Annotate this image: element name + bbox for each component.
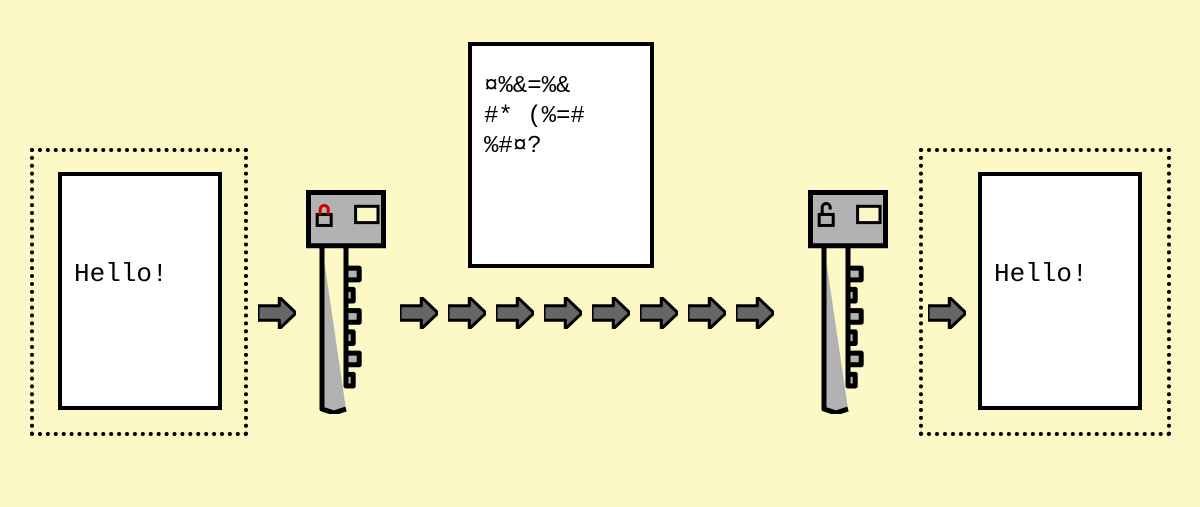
plaintext-right-text: Hello! bbox=[994, 258, 1126, 291]
stream-arrow-4 bbox=[592, 297, 630, 334]
plaintext-document-left: Hello! bbox=[58, 172, 222, 410]
decrypt-key-icon bbox=[808, 190, 888, 419]
stream-arrow-3 bbox=[544, 297, 582, 334]
ciphertext-text: ¤%&=%& #* (%=# %#¤? bbox=[484, 72, 638, 162]
stream-arrow-7 bbox=[736, 297, 774, 334]
plaintext-left-text: Hello! bbox=[74, 258, 206, 291]
stream-arrow-6 bbox=[688, 297, 726, 334]
arrow-to-plaintext bbox=[928, 297, 966, 334]
stream-arrow-2 bbox=[496, 297, 534, 334]
ciphertext-document: ¤%&=%& #* (%=# %#¤? bbox=[468, 42, 654, 268]
arrow-to-encrypt bbox=[258, 297, 296, 334]
stream-arrow-5 bbox=[640, 297, 678, 334]
stream-arrow-1 bbox=[448, 297, 486, 334]
plaintext-document-right: Hello! bbox=[978, 172, 1142, 410]
stream-arrow-0 bbox=[400, 297, 438, 334]
encrypt-key-icon bbox=[306, 190, 386, 419]
